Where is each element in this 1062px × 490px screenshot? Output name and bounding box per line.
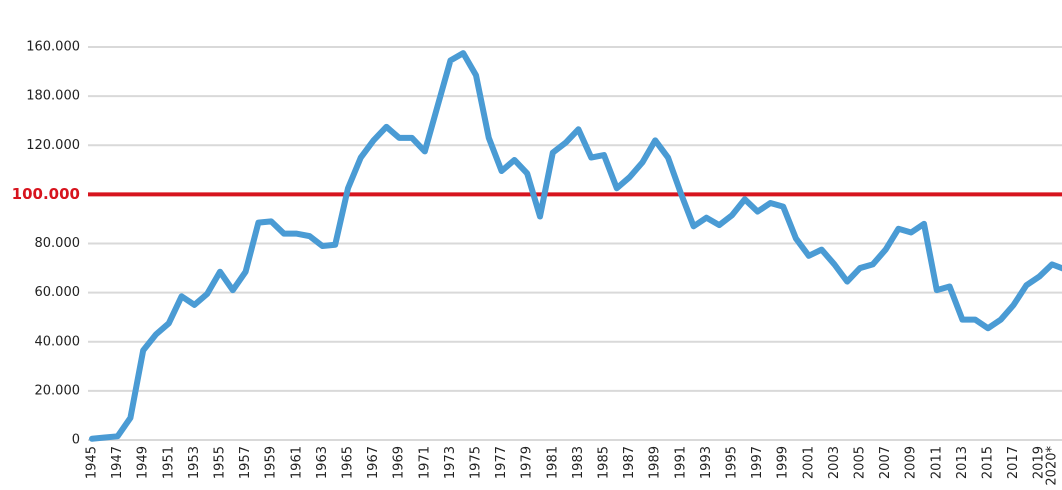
y-tick-label: 100.000 — [12, 185, 80, 203]
x-tick-label: 1969 — [392, 446, 407, 479]
x-tick-label: 2011 — [929, 446, 944, 479]
x-tick-label: 1987 — [622, 446, 637, 479]
x-tick-label: 1993 — [699, 446, 714, 479]
x-tick-label: 2015 — [981, 446, 996, 479]
x-tick-label: 1983 — [571, 446, 586, 479]
x-tick-label: 1959 — [264, 446, 279, 479]
x-tick-label: 1973 — [443, 446, 458, 479]
x-tick-label: 1989 — [648, 446, 663, 479]
x-tick-label: 2020* — [1045, 446, 1060, 486]
x-tick-label: 2009 — [904, 446, 919, 479]
x-tick-label: 1979 — [520, 446, 535, 479]
x-tick-label: 1949 — [136, 446, 151, 479]
x-tick-label: 1985 — [597, 446, 612, 479]
x-tick-label: 1953 — [187, 446, 202, 479]
x-tick-label: 1967 — [366, 446, 381, 479]
y-tick-label: 80.000 — [35, 236, 81, 251]
x-tick-label: 1955 — [213, 446, 228, 479]
data-line — [89, 50, 1062, 442]
x-tick-label: 2007 — [878, 446, 893, 479]
y-tick-label: 180.000 — [26, 89, 80, 104]
x-tick-label: 2001 — [801, 446, 816, 479]
x-tick-label: 1975 — [469, 446, 484, 479]
x-tick-label: 1965 — [341, 446, 356, 479]
x-tick-label: 1961 — [289, 446, 304, 479]
x-tick-label: 1997 — [750, 446, 765, 479]
x-tick-label: 1947 — [110, 446, 125, 479]
x-tick-label: 2005 — [853, 446, 868, 479]
x-tick-label: 1995 — [725, 446, 740, 479]
x-tick-label: 1991 — [673, 446, 688, 479]
x-tick-label: 1945 — [85, 446, 100, 479]
x-tick-label: 1981 — [545, 446, 560, 479]
y-tick-label: 160.000 — [26, 40, 80, 55]
x-tick-label: 2019 — [1032, 446, 1047, 479]
y-tick-label: 60.000 — [35, 285, 81, 300]
y-tick-label: 20.000 — [35, 383, 81, 398]
x-tick-label: 1951 — [161, 446, 176, 479]
x-tick-label: 2013 — [955, 446, 970, 479]
x-tick-label: 1957 — [238, 446, 253, 479]
y-tick-label: 120.000 — [26, 138, 80, 153]
y-tick-label: 0 — [72, 433, 80, 448]
x-tick-label: 1971 — [417, 446, 432, 479]
y-tick-label: 40.000 — [35, 334, 81, 349]
x-tick-label: 1977 — [494, 446, 509, 479]
x-tick-label: 1999 — [776, 446, 791, 479]
x-tick-label: 2017 — [1006, 446, 1021, 479]
x-tick-label: 1963 — [315, 446, 330, 479]
x-tick-label: 2003 — [827, 446, 842, 479]
